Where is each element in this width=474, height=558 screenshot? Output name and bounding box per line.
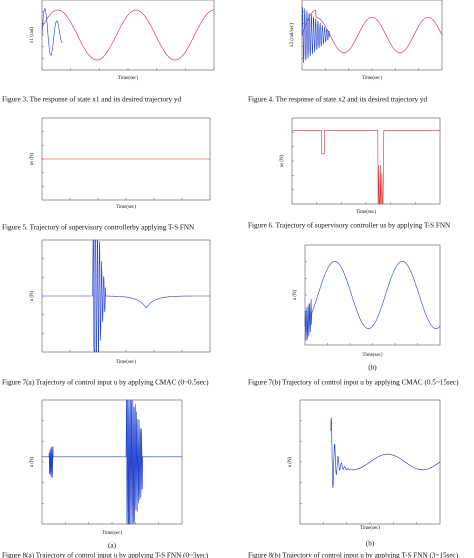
curve: [301, 6, 331, 63]
figure-caption: Figure 6. Trajectory of supervisory cont…: [248, 222, 451, 230]
subfigure-label: (a): [108, 542, 117, 550]
x-axis-label: Time(sec): [116, 360, 136, 365]
curve: [41, 8, 63, 56]
subfigure-label: (b): [368, 364, 377, 372]
curve: [304, 261, 441, 342]
figure-caption: Figure 4. The response of state x2 and i…: [248, 96, 428, 104]
y-axis-label: x2 (rad/sec): [290, 23, 295, 47]
figure-caption: Figure 8(b) Trajectory of control input …: [248, 552, 459, 558]
y-axis-label: u (N): [30, 456, 35, 467]
y-axis-label: us (N): [280, 154, 285, 167]
curve: [301, 10, 443, 53]
x-axis-label: Time(sec): [102, 531, 122, 536]
figure-caption: Figure 5. Trajectory of supervisory cont…: [2, 224, 195, 232]
y-axis-label: u (N): [293, 289, 298, 300]
x-axis-label: Time(sec): [362, 353, 382, 358]
x-axis-label: Time(sec): [116, 205, 136, 210]
figure-caption: Figure 8(a) Trajectory of control input …: [2, 552, 209, 558]
curve: [41, 9, 214, 61]
curve: [330, 417, 441, 488]
subfigure-label: (b): [366, 540, 375, 548]
curve: [42, 399, 182, 525]
curve: [292, 130, 440, 205]
figure-caption: Figure 7(a) Trajectory of control input …: [2, 379, 209, 387]
x-axis-label: Time(sec): [360, 526, 380, 531]
y-axis-label: u (N): [30, 290, 35, 301]
x-axis-label: Time(sec): [118, 76, 138, 81]
figure-caption: Figure 7(b) Trajectory of control input …: [248, 379, 459, 387]
curve: [42, 239, 210, 353]
figure-caption: Figure 3. The response of state x1 and i…: [2, 96, 182, 104]
y-axis-label: x1 (rad): [30, 27, 35, 43]
x-axis-label: Time(sec): [356, 210, 376, 215]
y-axis-label: us (N): [30, 152, 35, 165]
x-axis-label: Time(sec): [362, 76, 382, 81]
y-axis-label: u (N): [288, 456, 293, 467]
